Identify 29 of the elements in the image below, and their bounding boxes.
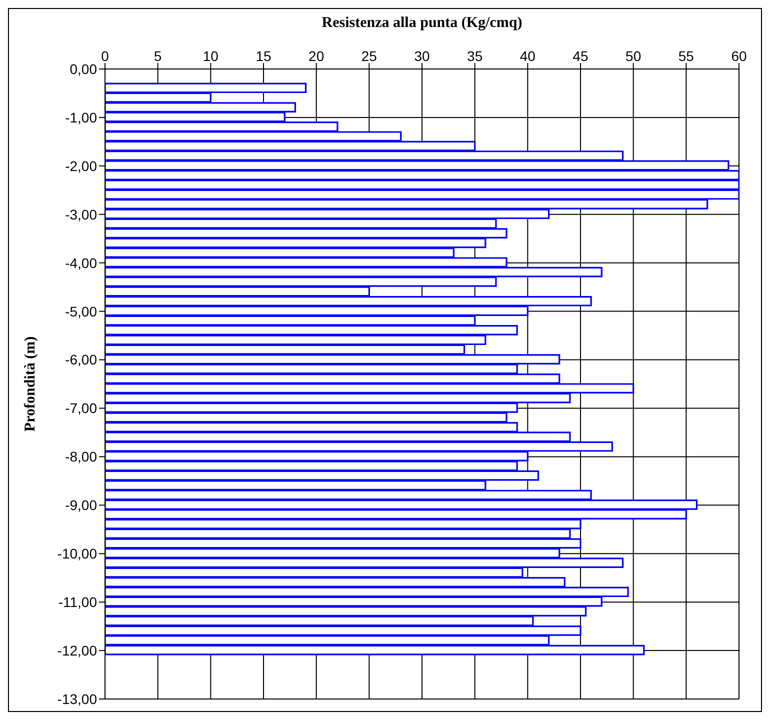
y-tick-label: -9,00 [65,497,98,514]
x-tick-label: 25 [361,48,378,64]
y-tick-label: -8,00 [65,448,98,465]
y-tick-label: 0,00 [70,60,98,77]
x-tick-label: 15 [256,48,272,64]
y-tick-label: -13,00 [57,690,98,707]
y-tick-label: -1,00 [65,109,98,126]
y-tick-label: -5,00 [65,303,98,320]
x-tick-label: 5 [154,48,162,64]
y-tick-label: -12,00 [57,642,98,659]
x-tick-label: 45 [572,48,588,64]
y-tick-label: -10,00 [57,546,98,562]
y-tick-label: -4,00 [65,254,98,271]
y-axis-title: Profondità (m) [22,336,38,432]
x-tick-label: 55 [678,48,694,64]
y-tick-label: -7,00 [65,400,98,416]
x-tick-label: 30 [414,48,430,64]
x-tick-label: 10 [202,48,219,64]
y-tick-label: -11,00 [58,594,98,610]
x-tick-label: 50 [626,48,642,64]
x-tick-label: 20 [308,48,324,64]
x-tick-label: 0 [101,48,110,64]
y-tick-label: -2,00 [65,158,98,174]
x-tick-label: 60 [731,48,747,64]
x-axis-title: Resistenza alla punta (Kg/cmq) [322,15,522,31]
x-tick-label: 35 [467,48,483,64]
y-tick-label: -3,00 [65,206,98,222]
x-tick-label: 40 [520,48,536,64]
y-tick-label: -6,00 [65,352,98,368]
